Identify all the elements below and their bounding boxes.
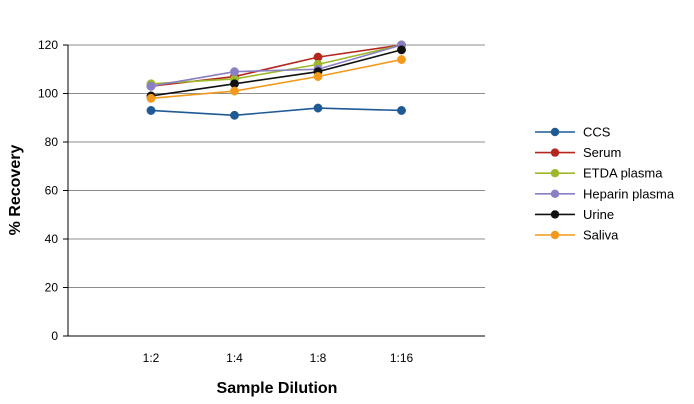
- data-point: [313, 103, 323, 113]
- y-tick-label: 120: [38, 38, 58, 52]
- legend-swatch-marker: [550, 169, 560, 178]
- y-tick-label: 40: [45, 232, 59, 246]
- legend-label: Heparin plasma: [583, 186, 675, 201]
- series-serum: [146, 40, 406, 91]
- gridlines: [68, 44, 485, 288]
- x-tick-label: 1:2: [143, 351, 160, 365]
- legend-swatch-marker: [550, 230, 560, 240]
- data-point: [397, 55, 406, 64]
- legend: CCS Serum ETDA plasma Heparin plasma Urine Sa…: [535, 125, 675, 243]
- x-tick-label: 1:8: [310, 351, 327, 365]
- series-line: [150, 49, 402, 97]
- legend-item: Heparin plasma: [535, 186, 675, 201]
- data-point: [230, 67, 239, 77]
- legend-label: Saliva: [583, 228, 619, 243]
- data-point: [397, 45, 406, 55]
- legend-label: ETDA plasma: [583, 166, 663, 181]
- legend-swatch-marker: [550, 148, 560, 157]
- legend-swatch-marker: [550, 210, 560, 219]
- y-tick-label: 0: [51, 329, 58, 343]
- y-tick-label: 100: [38, 87, 58, 101]
- legend-label: Serum: [583, 145, 621, 160]
- legend-swatch-marker: [550, 127, 560, 137]
- series-group: [146, 40, 406, 120]
- y-tick-label: 20: [45, 281, 59, 295]
- data-point: [146, 106, 156, 115]
- legend-label: Urine: [583, 207, 614, 222]
- legend-item: Serum: [535, 145, 621, 160]
- data-point: [230, 110, 239, 120]
- x-tick-label: 1:16: [390, 351, 414, 365]
- legend-swatch-marker: [550, 189, 560, 198]
- y-tick-label: 60: [45, 184, 59, 198]
- x-tick-labels: 1:2 1:4 1:8 1:16: [143, 351, 414, 365]
- series-saliva: [146, 55, 406, 103]
- series-line: [150, 44, 402, 88]
- legend-item: CCS: [535, 125, 611, 140]
- y-axis-title: % Recovery: [7, 145, 24, 236]
- legend-label: CCS: [583, 125, 611, 140]
- axes: [63, 44, 485, 337]
- series-line: [150, 58, 402, 100]
- data-point: [230, 86, 239, 96]
- y-tick-label: 80: [45, 135, 59, 149]
- x-tick-label: 1:4: [226, 351, 243, 365]
- data-point: [397, 106, 406, 115]
- data-point: [146, 93, 156, 103]
- y-tick-labels: 0 20 40 60 80 100 120: [38, 38, 58, 343]
- data-point: [146, 81, 156, 91]
- x-axis-title: Sample Dilution: [217, 380, 338, 397]
- legend-item: Urine: [535, 207, 614, 222]
- data-point: [313, 72, 323, 81]
- series-line: [150, 44, 402, 85]
- legend-item: ETDA plasma: [535, 166, 663, 181]
- series-ccs: [146, 103, 406, 120]
- series-line: [150, 107, 402, 117]
- legend-item: Saliva: [535, 228, 619, 243]
